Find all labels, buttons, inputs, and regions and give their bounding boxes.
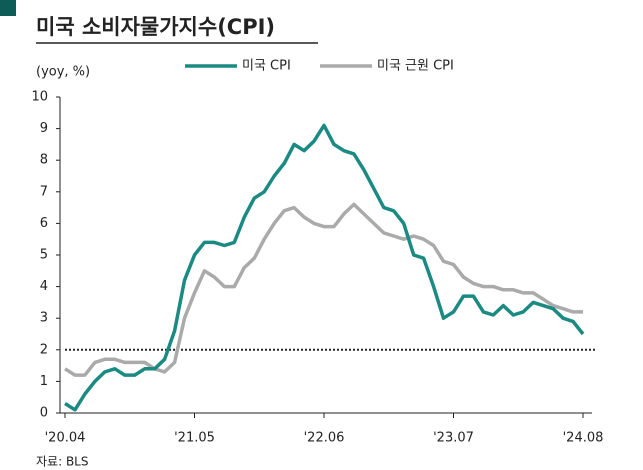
y-tick-label: 9 (40, 121, 48, 136)
x-tick-label: '24.08 (563, 431, 604, 446)
x-tick-label: '23.07 (433, 431, 474, 446)
x-tick-label: '22.06 (304, 431, 345, 446)
y-tick-label: 3 (40, 311, 48, 326)
y-tick-label: 0 (40, 406, 48, 421)
y-tick-label: 10 (31, 90, 48, 105)
series-line (64, 123, 585, 412)
chart-title: 미국 소비자물가지수(CPI) (36, 15, 275, 39)
legend-label: 미국 근원 CPI (377, 59, 454, 74)
x-tick-label: '21.05 (174, 431, 215, 446)
legend-label: 미국 CPI (242, 59, 291, 74)
y-tick-label: 8 (40, 153, 48, 168)
y-tick-label: 5 (40, 248, 48, 263)
x-tick-label: '20.04 (45, 431, 86, 446)
y-tick-label: 2 (40, 342, 48, 357)
y-axis-label: (yoy, %) (36, 65, 90, 80)
y-tick-label: 4 (40, 279, 48, 294)
series-line (64, 202, 583, 377)
y-tick-label: 1 (40, 374, 48, 389)
source: 자료: BLS (36, 455, 88, 469)
title-marker (0, 0, 16, 16)
y-tick-label: 7 (40, 184, 48, 199)
y-tick-label: 6 (40, 216, 48, 231)
